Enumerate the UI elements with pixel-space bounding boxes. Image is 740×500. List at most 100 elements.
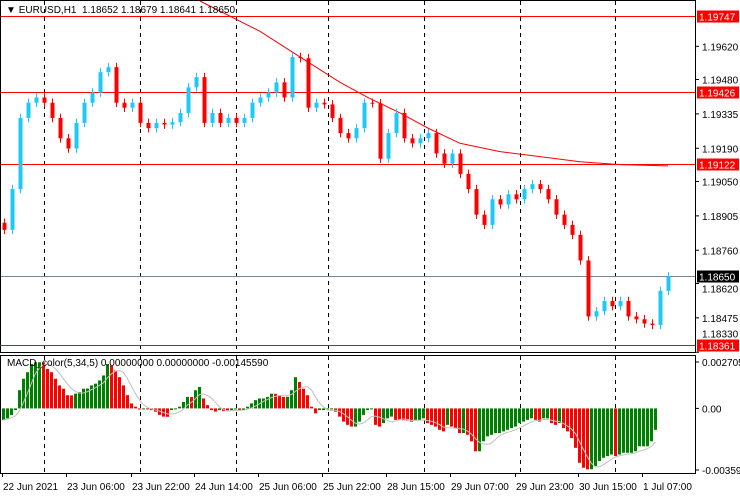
macd-bar <box>434 408 437 427</box>
macd-bar <box>106 363 109 409</box>
macd-bar <box>642 408 645 447</box>
macd-bar <box>590 408 593 470</box>
macd-bar <box>74 393 77 409</box>
macd-bar <box>118 377 121 409</box>
candle-body <box>58 117 63 139</box>
candle-body <box>562 214 567 225</box>
macd-bar <box>534 408 537 420</box>
macd-bar <box>282 396 285 409</box>
macd-bar <box>482 408 485 442</box>
candle-body <box>482 214 487 225</box>
macd-bar <box>626 408 629 453</box>
macd-bar <box>358 408 361 422</box>
price-tick-label: 1.19335 <box>702 110 739 121</box>
macd-bar <box>622 408 625 453</box>
macd-bar <box>502 408 505 432</box>
price-tick-label: 1.18905 <box>702 212 739 223</box>
time-tick-label: 1 Jul 07:00 <box>643 482 692 493</box>
candle-body <box>610 301 615 307</box>
macd-title: MACD_color(5,34,5) 0.00000000 0.00000000… <box>7 358 269 369</box>
macd-bar <box>654 408 657 430</box>
level-label: 1.18361 <box>699 342 736 353</box>
macd-bar <box>518 408 521 424</box>
macd-bar <box>414 408 417 420</box>
candle-body <box>530 184 535 190</box>
macd-bar <box>102 375 105 409</box>
candle-body <box>98 72 103 93</box>
macd-bar <box>70 395 73 409</box>
time-tick-label: 23 Jun 22:00 <box>132 482 190 493</box>
macd-bar <box>78 391 81 409</box>
macd-tick-label: 0.0027051 <box>702 358 740 369</box>
macd-bar <box>38 362 41 409</box>
triangle-down-icon[interactable]: ▼ <box>6 5 16 16</box>
candle-body <box>242 117 247 123</box>
level-label: 1.19122 <box>699 161 736 172</box>
level-label: 1.19426 <box>699 89 736 100</box>
candle-body <box>18 117 23 190</box>
level-label: 1.19747 <box>699 13 736 24</box>
macd-signal-line <box>3 363 656 468</box>
macd-bar <box>42 362 45 409</box>
candle-body <box>170 122 175 125</box>
candle-body <box>346 133 351 139</box>
macd-bar <box>218 408 221 411</box>
price-tick-label: 1.19050 <box>702 177 739 188</box>
candle-body <box>258 97 263 103</box>
candle-body <box>130 102 135 108</box>
macd-bar <box>470 408 473 442</box>
candle-body <box>162 122 167 125</box>
candle-body <box>426 133 431 139</box>
candle-body <box>314 102 319 108</box>
macd-bar <box>634 408 637 452</box>
candle-body <box>210 112 215 123</box>
macd-bar <box>370 408 373 410</box>
macd-bar <box>446 408 449 425</box>
macd-bar <box>122 385 125 409</box>
macd-bar <box>14 408 17 411</box>
macd-bar <box>558 408 561 424</box>
macd-bar <box>298 381 301 409</box>
macd-bar <box>390 408 393 417</box>
candle-body <box>402 112 407 139</box>
price-tick-label: 1.19620 <box>702 42 739 53</box>
macd-bar <box>98 380 101 409</box>
candle-body <box>594 311 599 317</box>
macd-bar <box>510 408 513 429</box>
candle-body <box>114 67 119 103</box>
candle-body <box>282 82 287 98</box>
macd-bar <box>342 408 345 422</box>
candle-body <box>330 104 335 118</box>
macd-bar <box>614 408 617 457</box>
candle-body <box>90 92 95 103</box>
macd-bar <box>610 408 613 455</box>
macd-bar <box>478 408 481 452</box>
candle-body <box>186 87 191 113</box>
candle-body <box>42 97 47 103</box>
macd-bar <box>538 408 541 422</box>
candle-body <box>642 319 647 324</box>
macd-bar <box>418 408 421 420</box>
price-tick-label: 1.19190 <box>702 144 739 155</box>
macd-bar <box>458 408 461 434</box>
macd-bar <box>54 378 57 409</box>
moving-average-line <box>199 0 669 167</box>
macd-bar <box>110 365 113 409</box>
candle-body <box>466 173 471 190</box>
candle-body <box>226 117 231 123</box>
time-tick-label: 29 Jun 23:00 <box>516 482 574 493</box>
macd-bar <box>606 408 609 457</box>
price-tick-label: 1.19480 <box>702 76 739 87</box>
macd-bar <box>394 408 397 420</box>
candle-body <box>66 138 71 149</box>
time-tick-label: 22 Jun 2021 <box>3 482 58 493</box>
candle-body <box>498 199 503 205</box>
candle-body <box>250 102 255 118</box>
candle-body <box>490 199 495 225</box>
candle-body <box>522 189 527 200</box>
macd-bar <box>638 408 641 447</box>
candle-body <box>34 97 39 103</box>
candle-body <box>586 260 591 317</box>
